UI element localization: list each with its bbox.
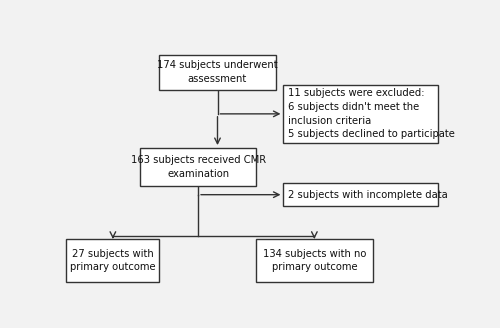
FancyBboxPatch shape [284, 85, 438, 143]
Text: 2 subjects with incomplete data: 2 subjects with incomplete data [288, 190, 448, 200]
Text: 11 subjects were excluded:
6 subjects didn't meet the
inclusion criteria
5 subje: 11 subjects were excluded: 6 subjects di… [288, 89, 455, 139]
Text: 174 subjects underwent
assessment: 174 subjects underwent assessment [157, 60, 278, 84]
FancyBboxPatch shape [66, 239, 160, 282]
FancyBboxPatch shape [284, 183, 438, 206]
FancyBboxPatch shape [256, 239, 372, 282]
FancyBboxPatch shape [140, 148, 256, 186]
Text: 163 subjects received CMR
examination: 163 subjects received CMR examination [130, 155, 266, 179]
Text: 27 subjects with
primary outcome: 27 subjects with primary outcome [70, 249, 156, 272]
Text: 134 subjects with no
primary outcome: 134 subjects with no primary outcome [262, 249, 366, 272]
FancyBboxPatch shape [160, 54, 276, 90]
